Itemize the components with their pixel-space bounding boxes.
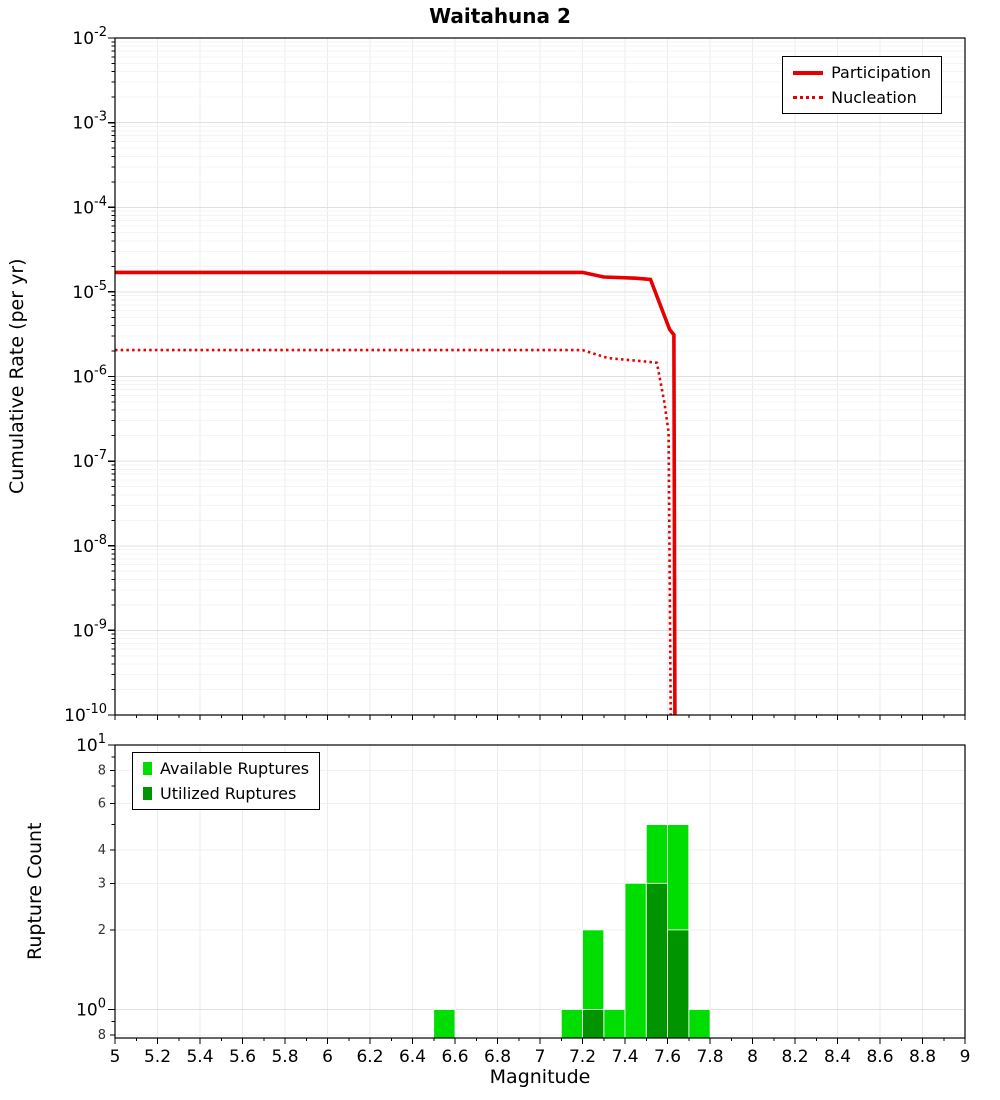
legend-row-nucleation: Nucleation [793, 88, 931, 107]
utilized-ruptures-bar [667, 929, 690, 1038]
rupture-bars [433, 824, 711, 1038]
x-tick-label: 8 [747, 1047, 758, 1067]
x-axis-label: Magnitude [489, 1066, 591, 1088]
utilized-ruptures-bar [582, 1009, 605, 1038]
y-tick-label: 4 [98, 843, 106, 858]
x-tick-label: 5.4 [186, 1047, 213, 1067]
legend-row-available: Available Ruptures [143, 759, 309, 778]
y-tick-label: 6 [98, 797, 106, 812]
x-tick-label: 7.8 [696, 1047, 723, 1067]
y-tick-label: 10-4 [72, 194, 107, 218]
x-tick-label: 8.4 [824, 1047, 851, 1067]
x-tick-label: 5.6 [229, 1047, 256, 1067]
legend-row-participation: Participation [793, 63, 931, 82]
available-ruptures-bar [603, 1009, 626, 1038]
y-tick-label: 10-2 [72, 25, 107, 49]
available-ruptures-bar [433, 1009, 456, 1038]
chart-title: Waitahuna 2 [429, 4, 571, 28]
x-tick-label: 8.6 [866, 1047, 893, 1067]
y-tick-label: 100 [76, 996, 106, 1020]
top-grid [114, 37, 966, 716]
legend-row-utilized: Utilized Ruptures [143, 784, 309, 803]
y-tick-label: 8 [98, 1028, 106, 1043]
legend-label-nucleation: Nucleation [831, 88, 917, 107]
x-tick-label: 6 [322, 1047, 333, 1067]
y-tick-label: 10-8 [72, 533, 107, 557]
y-tick-label: 10-3 [72, 110, 107, 134]
legend-label-participation: Participation [831, 63, 931, 82]
y-tick-label: 3 [98, 876, 106, 891]
available-ruptures-bar [688, 1009, 711, 1038]
available-ruptures-bar [624, 882, 647, 1038]
top-series [115, 270, 677, 715]
top-axis: 10-10 10-9 10-8 10-7 10-6 10-5 10-4 10-3 10-2 [64, 25, 966, 726]
x-tick-label: 6.2 [356, 1047, 383, 1067]
y-tick-label: 2 [98, 923, 106, 938]
y-tick-label: 8 [98, 764, 106, 779]
y-tick-label: 10-5 [72, 279, 107, 303]
utilized-ruptures-swatch [143, 787, 152, 800]
participation-line [115, 270, 677, 715]
rate-legend: Participation Nucleation [782, 56, 942, 114]
bottom-y-axis-label: Rupture Count [24, 822, 46, 961]
x-tick-label: 5.2 [144, 1047, 171, 1067]
available-ruptures-swatch [143, 762, 152, 775]
participation-line-sample [793, 70, 824, 75]
y-tick-label: 101 [76, 732, 106, 756]
x-tick-label: 5 [110, 1047, 121, 1067]
x-tick-label: 6.8 [484, 1047, 511, 1067]
x-tick-label: 7.2 [569, 1047, 596, 1067]
nucleation-line [115, 348, 672, 715]
legend-label-available: Available Ruptures [160, 759, 310, 778]
x-tick-label: 6.4 [399, 1047, 426, 1067]
x-tick-label: 7.4 [611, 1047, 638, 1067]
rupture-legend: Available Ruptures Utilized Ruptures [132, 752, 321, 810]
x-tick-label: 7.6 [654, 1047, 681, 1067]
y-tick-label: 10-6 [72, 364, 107, 388]
x-tick-label: 8.2 [781, 1047, 808, 1067]
x-tick-label: 6.6 [441, 1047, 468, 1067]
x-tick-label: 9 [960, 1047, 971, 1067]
x-tick-label: 5.8 [271, 1047, 298, 1067]
x-tick-label: 7 [535, 1047, 546, 1067]
available-ruptures-bar [560, 1009, 583, 1038]
nucleation-line-sample [793, 96, 824, 99]
top-y-axis-label: Cumulative Rate (per yr) [6, 258, 28, 495]
legend-label-utilized: Utilized Ruptures [160, 784, 297, 803]
x-tick-label: 8.8 [909, 1047, 936, 1067]
utilized-ruptures-bar [645, 882, 668, 1038]
y-tick-label: 10-9 [72, 617, 107, 641]
y-tick-label: 10-10 [64, 702, 107, 726]
y-tick-label: 10-7 [72, 448, 107, 472]
